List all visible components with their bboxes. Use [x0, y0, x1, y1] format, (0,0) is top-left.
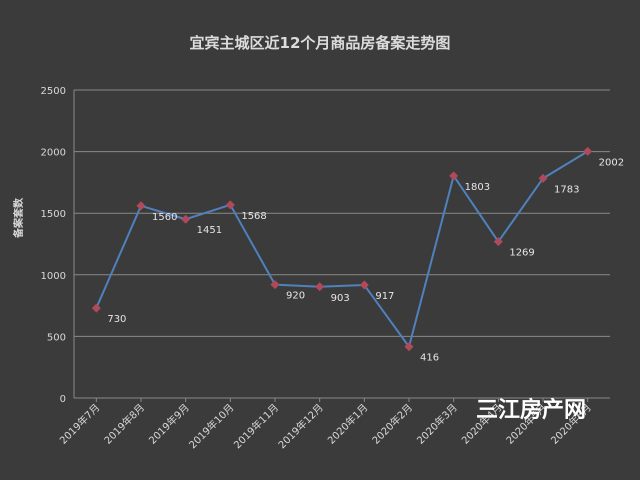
- data-label: 1560: [152, 212, 177, 223]
- axes: 0 500 1000 1500 2000 2500 2019年7月 2019年8月 2019年9…: [41, 86, 610, 451]
- y-tick-label: 2500: [41, 86, 66, 97]
- data-label: 903: [331, 293, 350, 304]
- data-label: 416: [420, 353, 439, 364]
- data-point: [315, 282, 325, 292]
- data-point: [136, 201, 146, 211]
- x-tick-label: 2019年10月: [186, 401, 236, 451]
- x-tick-label: 2019年8月: [101, 401, 147, 447]
- y-tick-label: 2000: [41, 148, 66, 159]
- x-tick-label: 2019年7月: [57, 401, 103, 447]
- data-label: 1568: [241, 211, 266, 222]
- data-point: [91, 303, 101, 313]
- data-point: [270, 280, 280, 290]
- data-label: 1451: [197, 225, 222, 236]
- data-point: [404, 342, 414, 352]
- series-line: [95, 150, 589, 348]
- y-axis-label: 备案套数: [12, 197, 25, 239]
- y-tick-label: 1000: [41, 271, 66, 282]
- series-layer: 730 1560 1451 1568 920 903 917 416 1803 1269 1783 2…: [91, 146, 624, 364]
- chart-title: 宜宾主城区近12个月商品房备案走势图: [190, 34, 451, 52]
- data-label: 2002: [599, 157, 624, 168]
- data-point: [225, 200, 235, 210]
- y-tick-label: 500: [47, 332, 66, 343]
- data-point: [493, 237, 503, 247]
- watermark-logo: 三江房产网: [476, 397, 586, 423]
- data-point: [359, 280, 369, 290]
- data-label: 1269: [509, 248, 534, 259]
- data-point: [181, 214, 191, 224]
- x-tick-label: 2019年12月: [275, 401, 325, 451]
- data-label: 920: [286, 291, 305, 302]
- x-tick-label: 2019年11月: [231, 401, 281, 451]
- data-point: [583, 146, 593, 156]
- data-label: 1783: [554, 184, 579, 195]
- data-point: [449, 171, 459, 181]
- data-label: 730: [107, 314, 126, 325]
- x-tick-label: 2020年2月: [369, 401, 415, 447]
- data-label: 1803: [465, 182, 490, 193]
- x-tick-label: 2020年3月: [414, 401, 460, 447]
- data-label: 917: [375, 291, 394, 302]
- data-point: [538, 173, 548, 183]
- x-tick-label: 2020年1月: [325, 401, 371, 447]
- x-tick-label: 2019年9月: [146, 401, 192, 447]
- y-tick-label: 0: [60, 394, 66, 405]
- y-tick-label: 1500: [41, 209, 66, 220]
